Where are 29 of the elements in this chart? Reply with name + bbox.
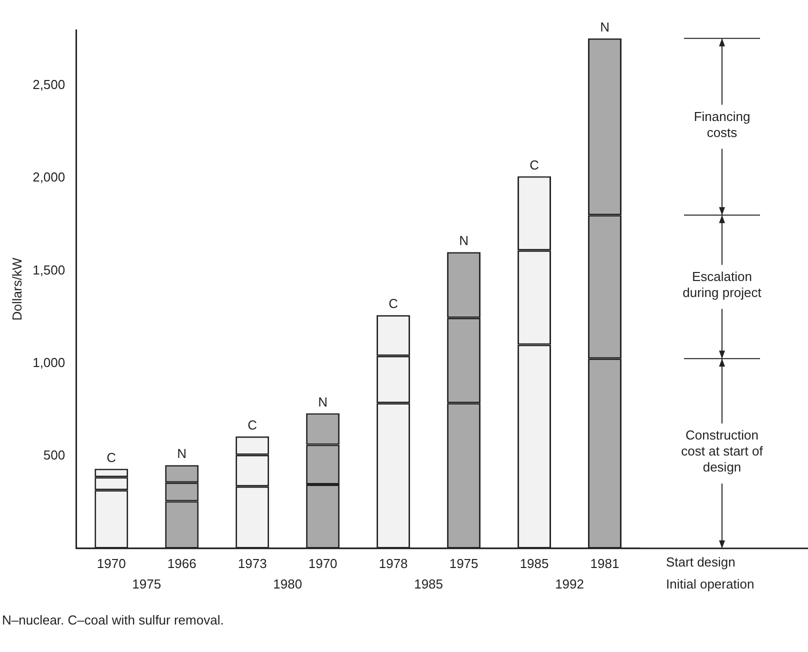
x-tick-label: 1970 (308, 556, 338, 571)
y-axis-title: Dollars/kW (9, 257, 24, 321)
text: 1980 (273, 576, 302, 592)
y-tick-label: 2,500 (32, 77, 66, 92)
x-tick-label: 1985 (520, 556, 549, 571)
x-tick-label: 1978 (378, 556, 408, 571)
text: N–nuclear. C–coal with sulfur removal. (2, 612, 224, 628)
y-tick-label: 1,500 (32, 262, 66, 278)
x-tick-label: 1966 (167, 556, 196, 571)
annotation: C (106, 450, 116, 465)
y-tick-label: 2,000 (32, 170, 66, 185)
annotation: N (318, 394, 328, 410)
text: 1992 (555, 576, 584, 592)
y-tick-label: 1,000 (32, 354, 66, 370)
x-tick-label: 1973 (238, 556, 267, 571)
annotation: N (177, 446, 187, 462)
annotation: N (600, 19, 610, 34)
text: Initial operation (666, 576, 754, 592)
text: 1975 (132, 576, 162, 592)
x-tick-label: 1975 (449, 556, 478, 571)
x-tick-label: 1981 (590, 556, 620, 571)
y-tick-label: 500 (43, 447, 66, 462)
annotation: C (530, 157, 539, 172)
annotation: C (248, 417, 258, 432)
text: 1985 (414, 576, 444, 592)
annotation: C (388, 296, 398, 312)
annotation: N (459, 233, 468, 248)
x-axis-title: Start design (666, 554, 736, 570)
x-tick-label: 1970 (96, 556, 126, 571)
